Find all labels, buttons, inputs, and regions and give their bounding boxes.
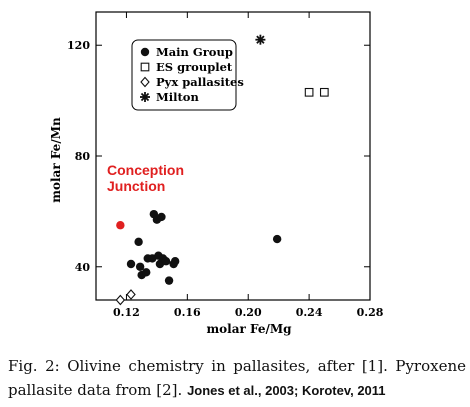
x-tick-label: 0.28 — [357, 306, 384, 319]
legend-marker — [140, 62, 150, 72]
star-ray — [140, 92, 150, 102]
star-ray — [256, 35, 265, 44]
data-point — [255, 34, 266, 45]
legend-box — [131, 39, 237, 111]
annotation-text: Conception Junction — [107, 162, 184, 194]
data-point — [134, 237, 143, 247]
data-marks — [115, 34, 329, 306]
data-point — [170, 257, 180, 266]
legend-marker — [140, 92, 150, 102]
y-tick-label: 40 — [75, 261, 91, 274]
axis-ticks: 0.12 0.16 0.20 0.24 0.28 40 80 120 — [67, 12, 384, 319]
data-point — [319, 87, 329, 97]
legend-marker — [140, 47, 150, 57]
conception-junction-point — [116, 221, 125, 230]
data-point — [157, 212, 166, 222]
x-tick-label: 0.24 — [296, 306, 323, 319]
data-point — [304, 87, 314, 97]
legend-label: ES grouplet — [156, 60, 233, 74]
caption-text: Fig. 2: Olivine chemistry in pallasites,… — [8, 357, 466, 399]
figure-caption: Fig. 2: Olivine chemistry in pallasites,… — [8, 354, 466, 403]
data-point — [161, 257, 171, 266]
x-tick-label: 0.16 — [174, 306, 201, 319]
legend-marker — [140, 76, 150, 88]
data-point — [126, 289, 136, 300]
y-axis-label: molar Fe/Mn — [49, 117, 63, 203]
x-tick-label: 0.12 — [113, 306, 140, 319]
data-point — [126, 259, 136, 269]
y-tick-label: 120 — [67, 39, 90, 52]
x-axis-label: molar Fe/Mg — [206, 322, 292, 336]
conception-junction-label: Conception Junction — [107, 162, 184, 194]
legend-label: Pyx pallasites — [156, 75, 244, 89]
data-point — [115, 294, 126, 306]
x-tick-label: 0.20 — [235, 306, 262, 319]
y-tick-label: 80 — [75, 150, 91, 163]
caption-citation: Jones et al., 2003; Korotev, 2011 — [187, 383, 386, 398]
legend-label: Main Group — [156, 45, 233, 59]
data-point — [164, 276, 174, 285]
legend-label: Milton — [156, 90, 199, 104]
data-point — [135, 262, 145, 271]
data-point — [272, 234, 282, 244]
data-point — [142, 268, 151, 277]
